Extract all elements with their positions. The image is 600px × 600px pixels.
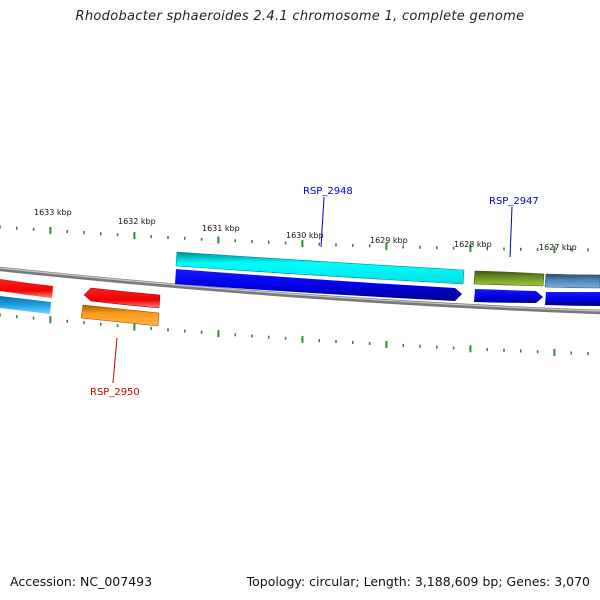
tick-label-1632: 1632 kbp bbox=[118, 217, 156, 226]
gene-reverse-red[interactable] bbox=[83, 287, 161, 309]
gene-label-rsp2950[interactable]: RSP_2950 bbox=[90, 387, 140, 398]
tick-label-1627: 1627 kbp bbox=[539, 243, 577, 252]
gene-reverse-skyblue-left[interactable] bbox=[0, 296, 51, 314]
gene-reverse-blue-right[interactable] bbox=[474, 289, 543, 303]
gene-forward-red-left[interactable] bbox=[0, 279, 53, 298]
chromosome-backbone-highlight bbox=[0, 267, 600, 312]
scale-ticks-inner bbox=[0, 313, 589, 356]
tick-label-1631: 1631 kbp bbox=[202, 224, 240, 233]
gene-rsp2950[interactable] bbox=[80, 304, 160, 327]
tick-label-1628: 1628 kbp bbox=[454, 240, 492, 249]
scale-ticks-outer bbox=[0, 225, 589, 254]
gene-rsp2947[interactable] bbox=[473, 270, 545, 287]
gene-reverse-blue-far-right[interactable] bbox=[545, 292, 600, 306]
gene-reverse-blue[interactable] bbox=[175, 269, 462, 301]
leader-rsp2950 bbox=[112, 337, 118, 384]
leader-rsp2948 bbox=[320, 196, 325, 248]
leader-rsp2947 bbox=[509, 206, 513, 258]
tick-label-1630: 1630 kbp bbox=[286, 231, 324, 240]
map-title: Rhodobacter sphaeroides 2.4.1 chromosome… bbox=[75, 9, 525, 24]
gene-forward-steelblue[interactable] bbox=[544, 273, 600, 289]
tick-label-1633: 1633 kbp bbox=[34, 208, 72, 217]
gene-label-rsp2948[interactable]: RSP_2948 bbox=[303, 186, 353, 197]
chromosome-backbone bbox=[0, 266, 600, 315]
gene-rsp2948[interactable] bbox=[175, 251, 465, 285]
accession-label: Accession: NC_007493 bbox=[10, 574, 153, 589]
genome-summary: Topology: circular; Length: 3,188,609 bp… bbox=[246, 574, 590, 589]
gene-label-rsp2947[interactable]: RSP_2947 bbox=[489, 196, 539, 207]
tick-label-1629: 1629 kbp bbox=[370, 236, 408, 245]
